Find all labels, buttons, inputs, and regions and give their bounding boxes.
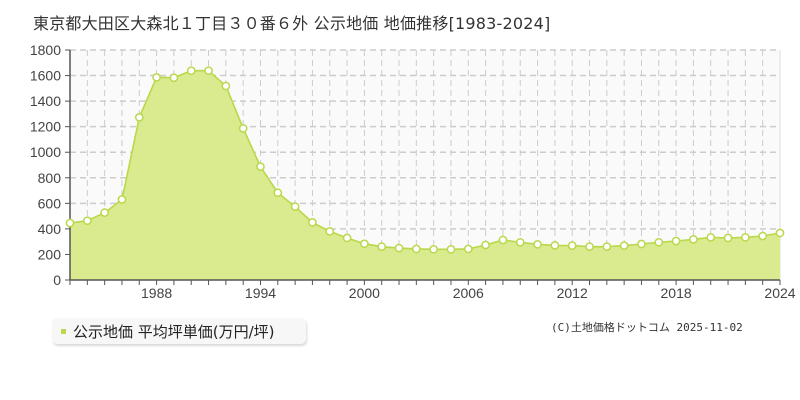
x-axis-labels: 1988 1994 2000 2006 2012 2018 2024 [141, 285, 796, 301]
x-tick-label: 2018 [661, 285, 692, 301]
data-point [65, 218, 75, 228]
data-point [238, 123, 248, 133]
y-tick-label: 1200 [30, 119, 61, 135]
data-point [100, 208, 109, 218]
data-point [169, 73, 179, 83]
legend-label: 公示地価 平均坪単価(万円/坪) [73, 323, 275, 341]
x-tick-label: 2012 [557, 285, 588, 301]
y-tick-label: 0 [53, 272, 61, 288]
x-tick-label: 2024 [764, 285, 795, 301]
data-point [550, 241, 560, 250]
data-point [654, 237, 664, 247]
data-point [637, 239, 646, 249]
y-tick-label: 1800 [30, 42, 61, 58]
x-tick-label: 2006 [453, 285, 484, 301]
data-point [82, 216, 92, 226]
data-point [602, 242, 612, 251]
data-point [204, 66, 213, 76]
data-point [758, 231, 768, 241]
data-point [671, 236, 681, 246]
data-point [186, 66, 196, 76]
x-tick-label: 2000 [349, 285, 380, 301]
data-point [515, 237, 525, 247]
legend-swatch-icon [61, 329, 66, 334]
data-point [689, 235, 698, 244]
data-point [360, 239, 369, 249]
axes [65, 49, 781, 285]
data-point [117, 195, 127, 204]
data-point [429, 244, 439, 254]
data-point [585, 242, 594, 251]
chart-title: 東京都大田区大森北１丁目３０番６外 公示地価 地価推移[1983-2024] [33, 14, 551, 33]
data-point [619, 241, 629, 250]
area-fill [70, 70, 780, 280]
data-point [394, 243, 404, 253]
data-point [723, 233, 733, 243]
copyright-text: (C)土地価格ドットコム 2025-11-02 [551, 321, 743, 334]
data-point [256, 162, 265, 172]
data-point [273, 188, 283, 198]
data-points [65, 66, 785, 254]
data-point [706, 232, 716, 242]
data-point [134, 112, 144, 122]
data-point [308, 218, 317, 227]
data-point [533, 240, 542, 249]
x-tick-label: 1994 [245, 285, 276, 301]
y-tick-label: 400 [38, 221, 62, 237]
data-point [290, 202, 300, 212]
y-tick-label: 1600 [30, 68, 61, 84]
data-point [498, 235, 508, 245]
legend: 公示地価 平均坪単価(万円/坪) [52, 318, 306, 344]
y-tick-label: 800 [38, 170, 62, 186]
data-point [221, 81, 231, 91]
y-tick-label: 1400 [30, 93, 61, 109]
data-point [325, 226, 335, 236]
data-point [567, 241, 577, 250]
data-point [463, 244, 473, 254]
y-tick-label: 200 [38, 246, 62, 262]
data-point [741, 232, 750, 242]
data-point [152, 72, 161, 82]
data-point [411, 244, 421, 254]
data-point [481, 240, 490, 250]
y-tick-label: 600 [38, 195, 62, 211]
data-point [775, 228, 785, 238]
y-tick-label: 1000 [30, 144, 61, 160]
data-point [342, 233, 352, 243]
x-tick-label: 1988 [141, 285, 172, 301]
y-axis-labels: 0 200 400 600 800 1000 1200 1400 1600 1800 [30, 42, 61, 288]
data-point [446, 244, 456, 254]
data-point [377, 242, 387, 251]
